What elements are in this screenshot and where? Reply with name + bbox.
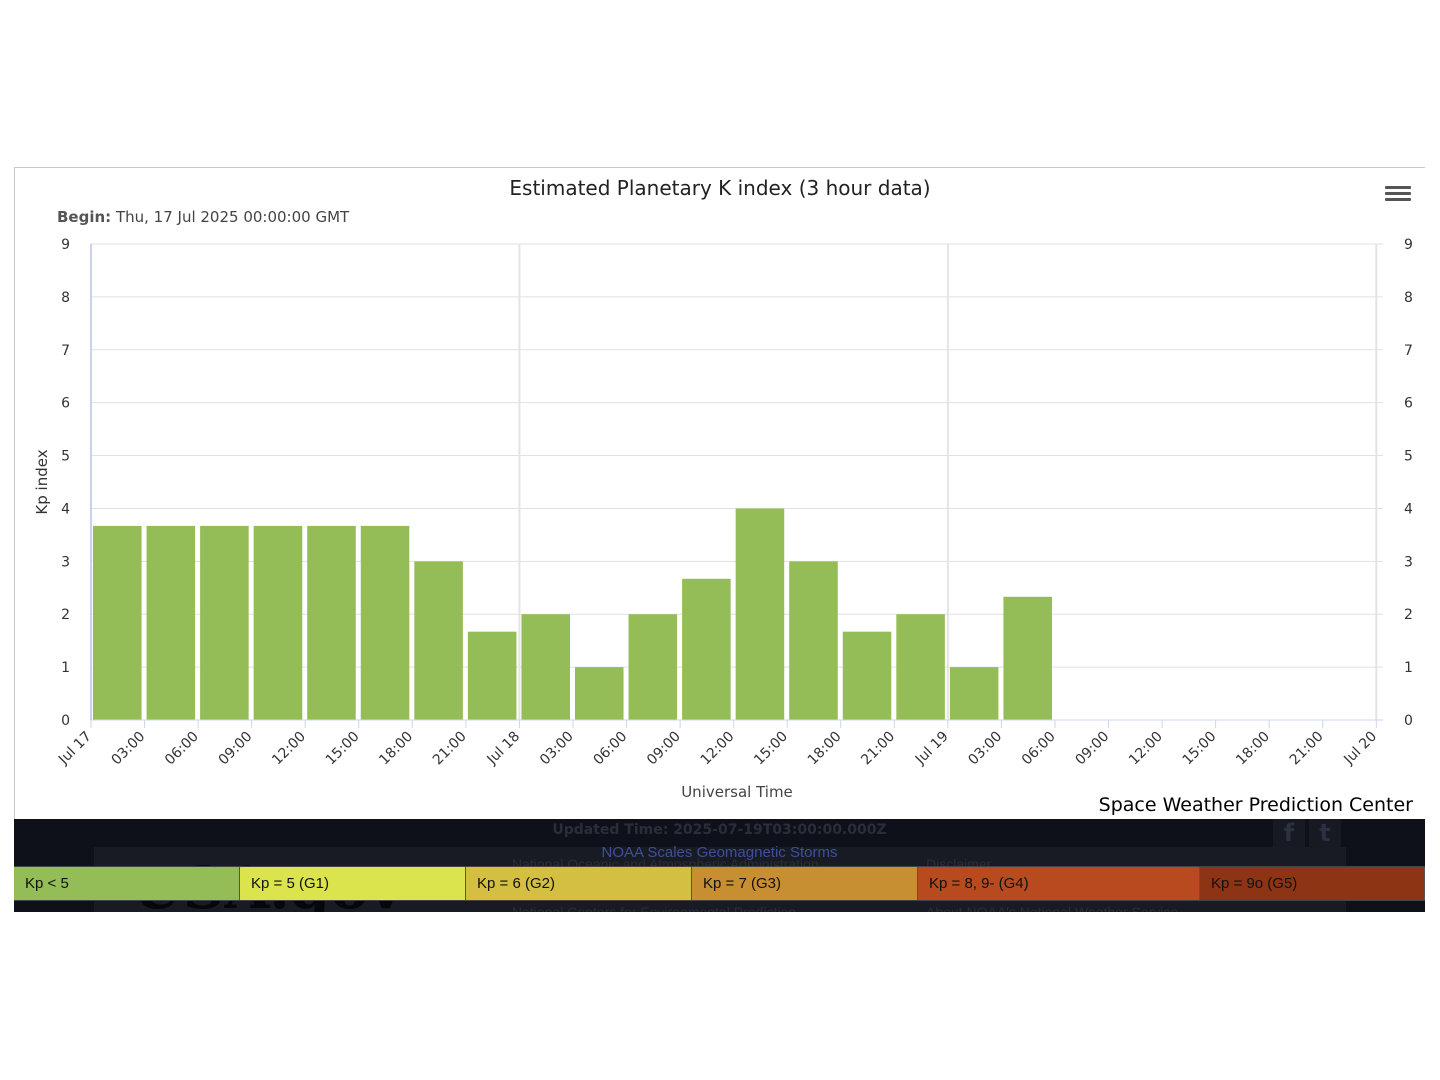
x-tick-label: 15:00 — [323, 729, 363, 769]
bar-3 — [253, 525, 303, 720]
nws-link[interactable]: About NOAA's National Weather Service — [926, 904, 1179, 912]
kp-scale-segment: Kp < 5 — [14, 867, 240, 900]
y-tick-label-right: 3 — [1404, 554, 1413, 570]
subtitle-label: Begin: — [57, 208, 112, 226]
bar-15 — [896, 614, 945, 720]
bar-2 — [200, 525, 249, 720]
bar-0 — [93, 525, 142, 720]
y-tick-label: 8 — [61, 290, 70, 306]
x-tick-label: 12:00 — [698, 729, 738, 769]
x-tick-label: 03:00 — [109, 729, 149, 769]
bar-11 — [682, 578, 731, 720]
x-tick-label: 21:00 — [858, 729, 898, 769]
x-tick-label: 21:00 — [430, 729, 470, 769]
kp-chart: 0 0 1 1 2 2 3 3 4 4 5 5 6 6 7 7 8 8 9 9 Jul 17 03:00 06:00 09:0… — [33, 237, 1413, 801]
y-tick-label-right: 1 — [1404, 660, 1413, 676]
y-tick-label-right: 7 — [1404, 343, 1413, 359]
twitter-icon[interactable]: t — [1309, 819, 1341, 847]
kp-scale-segment: Kp = 7 (G3) — [692, 867, 918, 900]
y-tick-label: 7 — [61, 343, 70, 359]
kp-scale-segment: Kp = 6 (G2) — [466, 867, 692, 900]
x-tick-label: 15:00 — [751, 729, 791, 769]
kp-scale-segment: Kp = 8, 9- (G4) — [918, 867, 1200, 900]
bar-12 — [735, 508, 785, 720]
x-tick-label: 09:00 — [1073, 729, 1113, 769]
y-tick-label: 3 — [61, 554, 70, 570]
kp-scale-segment: Kp = 9o (G5) — [1200, 867, 1425, 900]
x-tick-label: 06:00 — [591, 729, 631, 769]
y-tick-label: 2 — [61, 607, 70, 623]
x-tick-label: Jul 18 — [484, 729, 524, 769]
y-tick-label: 6 — [61, 396, 70, 412]
x-tick-label: 15:00 — [1180, 729, 1220, 769]
bar-16 — [949, 667, 999, 720]
bar-5 — [360, 525, 410, 720]
y-tick-label-right: 8 — [1404, 290, 1413, 306]
y-tick-label: 1 — [61, 660, 70, 676]
bar-8 — [521, 614, 570, 720]
chart-subtitle: Begin: Thu, 17 Jul 2025 00:00:00 GMT — [57, 208, 349, 226]
x-tick-label: 09:00 — [644, 729, 684, 769]
bar-1 — [146, 525, 196, 720]
facebook-icon[interactable]: f — [1273, 819, 1305, 847]
y-axis-title: Kp index — [33, 449, 51, 514]
hamburger-icon — [1385, 186, 1411, 189]
bar-14 — [842, 631, 892, 720]
bar-13 — [789, 561, 838, 720]
y-tick-label: 0 — [61, 713, 70, 729]
bar-6 — [414, 561, 463, 720]
ncep-link[interactable]: National Centers for Environmental Predi… — [512, 904, 797, 912]
credit-text: Space Weather Prediction Center — [1098, 794, 1413, 816]
bar-7 — [467, 631, 517, 720]
x-tick-label: 09:00 — [216, 729, 256, 769]
y-tick-label: 4 — [61, 501, 70, 517]
bar-9 — [574, 667, 624, 720]
bar-17 — [1003, 596, 1052, 720]
x-tick-label: Jul 17 — [55, 729, 95, 769]
y-tick-label-right: 0 — [1404, 713, 1413, 729]
y-tick-label: 5 — [61, 449, 70, 465]
y-tick-label-right: 4 — [1404, 501, 1413, 517]
x-tick-label: 21:00 — [1287, 729, 1327, 769]
x-tick-label: 18:00 — [1233, 729, 1273, 769]
noaa-scales-link[interactable]: NOAA Scales Geomagnetic Storms — [601, 844, 838, 861]
x-tick-label: 18:00 — [805, 729, 845, 769]
bar-4 — [307, 525, 356, 720]
x-tick-label: 12:00 — [1126, 729, 1166, 769]
chart-title: Estimated Planetary K index (3 hour data… — [509, 176, 931, 200]
y-tick-label-right: 5 — [1404, 449, 1413, 465]
updated-time: Updated Time: 2025-07-19T03:00:00.000Z — [552, 822, 887, 838]
y-tick-label: 9 — [61, 237, 70, 253]
x-tick-label: 03:00 — [537, 729, 577, 769]
kp-scale-segment: Kp = 5 (G1) — [240, 867, 466, 900]
x-tick-label: Jul 19 — [912, 729, 952, 769]
x-tick-label: 06:00 — [1019, 729, 1059, 769]
bar-10 — [628, 614, 678, 720]
y-tick-label-right: 2 — [1404, 607, 1413, 623]
x-axis-title: Universal Time — [681, 783, 793, 801]
x-tick-label: 12:00 — [269, 729, 309, 769]
y-tick-label-right: 9 — [1404, 237, 1413, 253]
x-tick-label: Jul 20 — [1340, 729, 1380, 769]
x-tick-label: 06:00 — [162, 729, 202, 769]
chart-menu-button[interactable] — [1384, 183, 1412, 209]
kp-scale-legend: Kp < 5 Kp = 5 (G1) Kp = 6 (G2) Kp = 7 (G3) K… — [14, 866, 1425, 901]
x-tick-label: 03:00 — [965, 729, 1005, 769]
subtitle-value: Thu, 17 Jul 2025 00:00:00 GMT — [115, 208, 350, 226]
y-tick-label-right: 6 — [1404, 396, 1413, 412]
x-tick-label: 18:00 — [376, 729, 416, 769]
